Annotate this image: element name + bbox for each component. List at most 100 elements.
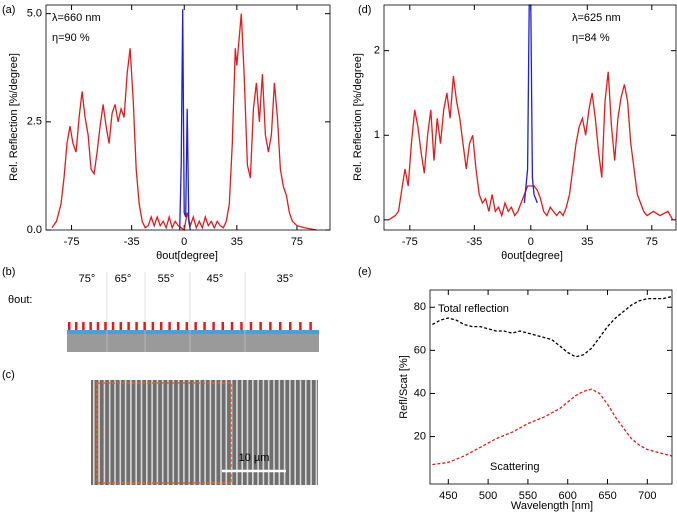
x-tick-label: 550 [519, 490, 537, 502]
roi-box [96, 382, 232, 484]
layer [67, 330, 319, 334]
y-tick-label: 80 [414, 301, 426, 313]
stripe [103, 380, 106, 485]
ridge [135, 322, 138, 330]
ridge [68, 322, 71, 330]
angle-label: 35° [277, 273, 294, 285]
stripe [267, 380, 270, 485]
ridge [279, 322, 282, 330]
y-tick-label: 1 [374, 129, 380, 141]
data-line [432, 295, 673, 358]
x-axis-label: θout[degree] [501, 250, 563, 262]
data-line [388, 71, 674, 221]
y-axis-label: Rel. Reflection [%/degree] [8, 53, 20, 181]
stripe [220, 380, 222, 485]
stripe [315, 380, 318, 485]
plot-frame [429, 289, 673, 485]
stripe [140, 380, 143, 485]
ridge [168, 322, 171, 330]
x-tick-label: 500 [479, 490, 497, 502]
x-tick-label: 0 [181, 236, 187, 248]
annotation: λ=625 nm [572, 12, 621, 24]
data-line [523, 4, 538, 204]
ridge [259, 322, 262, 330]
ridge [89, 322, 92, 330]
stripe [124, 380, 127, 485]
stripe [257, 380, 259, 485]
stripe [289, 380, 291, 485]
stripe [214, 380, 217, 485]
y-tick-label: 0 [374, 214, 380, 226]
y-axis-label: Rel. Reflection [%/degree] [352, 53, 364, 181]
stripe [204, 380, 206, 485]
ridge [269, 322, 272, 330]
ridge [127, 322, 130, 330]
x-tick-label: 75 [646, 236, 658, 248]
stripe [305, 380, 307, 485]
stripe [183, 380, 185, 485]
data-line [432, 388, 673, 466]
stripe [108, 380, 111, 485]
stripe [161, 380, 164, 485]
ridge [221, 322, 225, 330]
plot-frame [45, 4, 331, 231]
plot-frame [383, 4, 677, 231]
stripe [225, 380, 228, 485]
ridge [249, 322, 253, 330]
stripe [230, 380, 233, 485]
annotation: λ=660 nm [52, 12, 101, 24]
stripe [135, 380, 137, 485]
x-axis-label: Wavelength [nm] [511, 500, 593, 512]
ridge [96, 322, 100, 330]
stripe [156, 380, 159, 485]
ridge [159, 322, 163, 330]
scale-bar-label: 10 µm [239, 452, 270, 464]
stripe [241, 380, 243, 485]
stripe [236, 380, 238, 485]
stripe [119, 380, 122, 485]
ridge [75, 322, 78, 330]
stripe [283, 380, 286, 485]
x-axis-label: θout[degree] [156, 250, 218, 262]
panel-label: (b) [2, 266, 15, 278]
ridge [230, 322, 234, 330]
x-tick-label: 700 [638, 490, 656, 502]
angle-label: 55° [158, 273, 175, 285]
stripe [130, 380, 132, 485]
ridge [185, 322, 189, 330]
stripe [262, 380, 265, 485]
x-tick-label: -75 [64, 236, 80, 248]
y-tick-label: 20 [414, 430, 426, 442]
stripe [252, 380, 254, 485]
ridge [111, 322, 115, 330]
x-tick-label: -35 [466, 236, 482, 248]
panel-label: (c) [2, 369, 15, 381]
y-tick-label: 0.0 [27, 224, 42, 236]
stripe [177, 380, 180, 485]
stripe [167, 380, 169, 485]
ridge [143, 322, 146, 330]
ridge [82, 322, 85, 330]
ridge [104, 322, 107, 330]
stripe [146, 380, 148, 485]
stripe [209, 380, 212, 485]
ridge [119, 322, 123, 330]
ridge [176, 322, 180, 330]
annotation: Total reflection [438, 303, 509, 315]
stripe [93, 380, 95, 485]
x-tick-label: 35 [581, 236, 593, 248]
axis-label: θout: [8, 294, 32, 306]
x-tick-label: 650 [598, 490, 616, 502]
data-line [51, 13, 317, 232]
x-tick-label: 35 [231, 236, 243, 248]
ridge [212, 322, 215, 330]
stripe [188, 380, 190, 485]
stripe [294, 380, 296, 485]
x-tick-label: -35 [124, 236, 140, 248]
panel-label: (e) [358, 266, 371, 278]
annotation: η=90 % [52, 32, 90, 44]
panel-label: (a) [2, 4, 15, 16]
x-tick-label: 0 [528, 236, 534, 248]
angle-label: 75° [79, 273, 96, 285]
